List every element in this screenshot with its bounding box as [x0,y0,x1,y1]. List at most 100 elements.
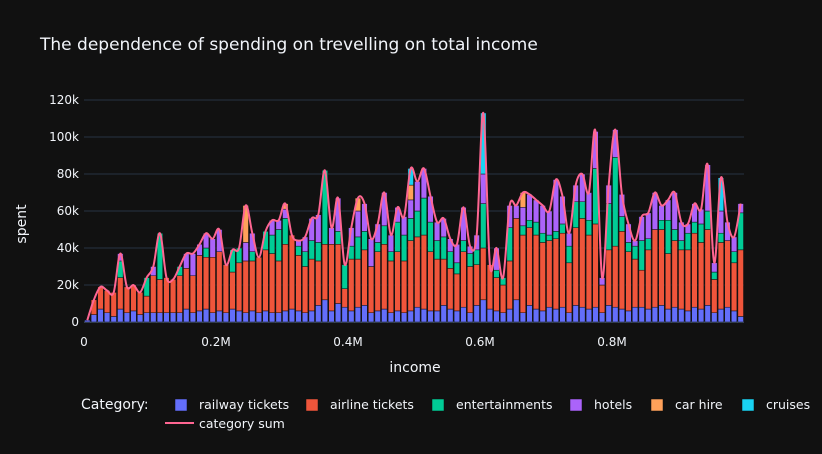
bar-segment [275,312,282,323]
bar-segment [480,173,487,204]
bar-segment [513,205,520,219]
bar-segment [335,244,342,304]
bar-segment [638,269,645,308]
bar-segment [486,308,493,323]
bar-segment [387,312,394,323]
bar-segment [585,308,592,323]
bar-segment [262,249,269,312]
bar-segment [374,251,381,312]
bar-segment [519,312,526,323]
bar-segment [698,242,705,310]
bar-segment [387,251,394,262]
y-axis-title: spent [14,204,30,244]
bar-segment [552,231,559,240]
bar-segment [156,279,163,314]
bar-segment [473,305,480,323]
bar-segment [440,236,447,260]
bar-segment [288,308,295,323]
bar-segment [665,308,672,323]
legend-label: railway tickets [199,397,289,412]
bar-segment [434,258,441,312]
legend-label: category sum [199,416,285,431]
bar-segment [84,319,91,323]
bar-segment [401,216,408,236]
bar-segment [354,306,361,323]
bar-segment [651,229,658,308]
bar-segment [183,308,190,323]
bar-segment [242,260,249,314]
bar-segment [625,310,632,323]
bar-segment [170,279,177,314]
bar-segment [460,251,467,308]
bar-segment [447,251,454,269]
bar-segment [592,306,599,323]
bar-segment [420,234,427,310]
bar-segment [97,308,104,323]
bar-segment [176,312,183,323]
bar-segment [618,231,625,310]
legend-swatch [305,398,319,412]
bar-segment [585,192,592,221]
bar-segment [328,227,335,245]
bar-segment [255,312,262,323]
bar-segment [302,251,309,267]
bar-segment [579,218,586,308]
bar-segment [539,232,546,243]
bar-segment [295,255,302,312]
sum-line-layer [86,111,742,321]
bar-segment [401,312,408,323]
bar-segment [526,305,533,323]
y-tick-label: 20k [57,278,79,292]
bar-segment [275,260,282,314]
legend: Category: railway tickets airline tickets… [81,397,810,431]
bar-segment [519,225,526,236]
bar-segment [724,306,731,323]
bar-segment [658,229,665,306]
y-axis-ticks: 0 20k 40k 60k 80k 100k 120k [49,93,79,329]
bar-segment [117,277,124,310]
bar-segment [348,310,355,323]
bar-segment [665,220,672,254]
bar-segment [506,260,513,310]
bar-segment [249,251,256,262]
bar-segment [117,308,124,323]
bar-segment [381,225,388,245]
bar-segment [559,306,566,323]
bar-segment [539,310,546,323]
legend-title: Category: [81,397,149,413]
bar-segment [658,205,665,221]
bar-segment [216,251,223,312]
bar-segment [328,310,335,323]
bar-segment [335,303,342,323]
bar-segment [546,210,553,236]
bar-segment [526,194,533,221]
y-tick-label: 80k [57,167,79,181]
bar-segment [229,308,236,323]
bar-segment [731,262,738,312]
bar-segment [361,249,368,306]
bar-segment [539,242,546,312]
bar-segment [302,312,309,323]
bar-segment [698,223,705,243]
bar-segment [671,306,678,323]
legend-swatch [174,398,188,412]
bar-segment [493,310,500,323]
bar-segment [196,310,203,323]
bar-segment [519,234,526,313]
bar-segment [691,232,698,308]
bar-segment [123,312,130,323]
bar-segment [737,249,744,317]
bar-segment [394,310,401,323]
bar-segment [401,234,408,262]
bar-segment [632,245,639,260]
bar-segment [678,249,685,310]
bar-segment [407,199,414,219]
bar-segment [255,257,262,313]
bar-segment [209,312,216,323]
bar-segment [500,284,507,313]
bar-segment [414,236,421,308]
chart-title: The dependence of spending on trevelling… [39,35,538,55]
bar-segment [599,284,606,313]
